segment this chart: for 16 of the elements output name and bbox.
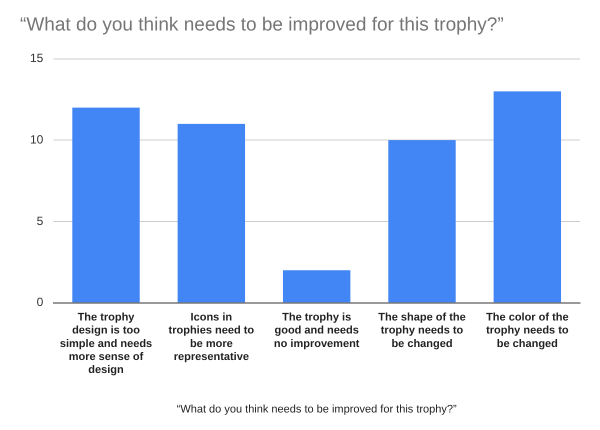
x-tick-label: The color of the trophy needs to be changed — [486, 311, 569, 350]
bar — [388, 140, 456, 302]
x-tick-label: The trophy is good and needs no improvement — [274, 311, 360, 350]
chart-title: “What do you think needs to be improved for this trophy?” — [20, 14, 504, 36]
x-tick-label: The shape of the trophy needs to be changed — [378, 311, 466, 350]
y-tick-label: 5 — [36, 214, 44, 228]
bar — [494, 91, 562, 302]
x-tick-label: The trophy design is too simple and needs more sense of design — [60, 311, 152, 376]
bar — [282, 270, 350, 302]
x-axis-title: “What do you think needs to be improved for this trophy?” — [176, 403, 458, 416]
bar — [178, 124, 246, 302]
x-tick-label: Icons in trophies need to be more representative — [168, 311, 254, 364]
y-tick-label: 15 — [30, 51, 44, 66]
bar — [72, 108, 140, 302]
y-tick-label: 0 — [36, 295, 44, 310]
y-tick-label: 10 — [30, 132, 44, 146]
